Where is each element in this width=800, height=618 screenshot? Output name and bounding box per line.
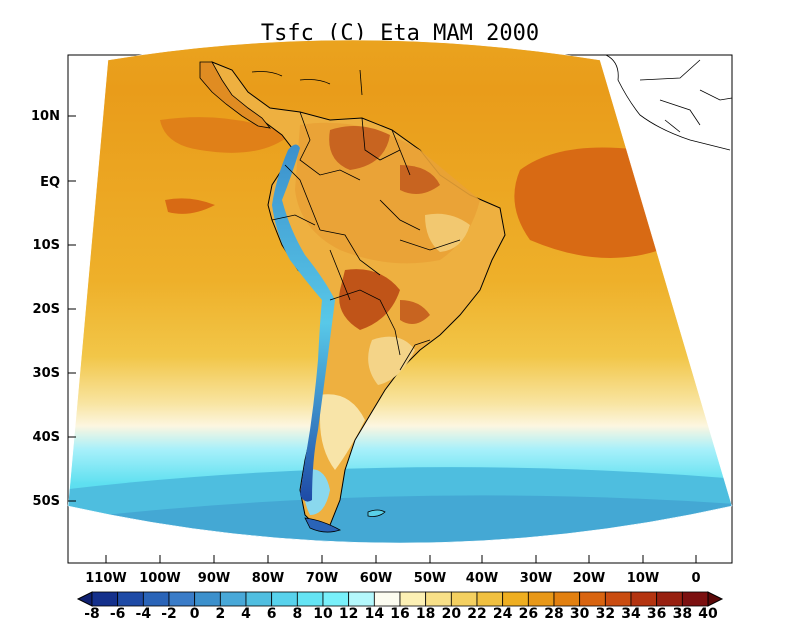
caribbean-islands xyxy=(251,69,363,96)
colorbar-label: 6 xyxy=(267,606,277,618)
colorbar-label: 36 xyxy=(647,606,666,618)
lon-label-30w: 30W xyxy=(520,571,552,586)
colorbar-swatch xyxy=(425,591,452,607)
colorbar-label: 8 xyxy=(292,606,302,618)
colorbar: -8 -6 -4 -2 0 2 4 6 8 10 12 14 16 18 20 22 24 26 28 30 32 34 3… xyxy=(76,591,724,618)
lon-label-110w: 110W xyxy=(85,571,126,586)
lat-label-40s: 40S xyxy=(33,430,60,445)
lon-label-50w: 50W xyxy=(414,571,446,586)
colorbar-swatch xyxy=(245,591,273,607)
model-domain-outline xyxy=(67,39,733,544)
lat-label-50s: 50S xyxy=(33,494,60,509)
lat-label-20s: 20S xyxy=(33,302,60,317)
colorbar-arrow-low xyxy=(76,591,93,607)
colorbar-swatch xyxy=(168,591,196,607)
colorbar-swatch xyxy=(681,591,709,607)
lat-label-30s: 30S xyxy=(33,366,60,381)
south-america-landmass xyxy=(199,61,506,533)
colorbar-swatch xyxy=(553,591,581,607)
colorbar-swatch xyxy=(656,591,683,607)
lon-label-10w: 10W xyxy=(627,571,659,586)
colorbar-label: 4 xyxy=(241,606,251,618)
colorbar-label: 34 xyxy=(621,606,641,618)
andes-cold-strip xyxy=(272,144,335,502)
colorbar-swatch xyxy=(194,591,221,607)
colorbar-swatch xyxy=(579,591,606,607)
colorbar-label: -4 xyxy=(136,606,152,618)
longitude-axis: 110W 100W 90W 80W 70W 60W 50W 40W 30W 20… xyxy=(85,555,701,586)
lat-label-10s: 10S xyxy=(33,238,60,253)
africa-coastline xyxy=(605,54,733,151)
colorbar-swatch xyxy=(630,591,658,607)
lon-label-20w: 20W xyxy=(573,571,605,586)
colorbar-label: 2 xyxy=(215,606,225,618)
lat-label-10n: 10N xyxy=(31,109,60,124)
colorbar-label: 10 xyxy=(313,606,333,618)
colorbar-swatch xyxy=(91,591,119,607)
colorbar-swatch xyxy=(373,591,401,607)
lon-label-0: 0 xyxy=(691,571,700,586)
colorbar-label: 38 xyxy=(673,606,692,618)
colorbar-swatch xyxy=(322,591,350,607)
latitude-axis: 10N EQ 10S 20S 30S 40S 50S xyxy=(31,109,76,509)
lon-label-100w: 100W xyxy=(139,571,180,586)
colorbar-swatch xyxy=(219,591,247,607)
lat-label-eq: EQ xyxy=(40,175,60,190)
colorbar-label: 12 xyxy=(339,606,358,618)
lon-label-60w: 60W xyxy=(360,571,392,586)
warm-atlantic-region xyxy=(514,147,660,258)
lon-label-40w: 40W xyxy=(466,571,498,586)
colorbar-swatch xyxy=(502,591,529,607)
lon-label-80w: 80W xyxy=(252,571,284,586)
colorbar-swatch xyxy=(296,591,324,607)
falkland-islands xyxy=(367,509,386,517)
colorbar-swatch xyxy=(348,591,375,607)
colorbar-label: -2 xyxy=(161,606,177,618)
colorbar-swatch xyxy=(117,591,144,607)
colorbar-label: 14 xyxy=(365,606,385,618)
colorbar-label: 16 xyxy=(390,606,409,618)
colorbar-swatch xyxy=(142,591,170,607)
colorbar-label: -6 xyxy=(110,606,126,618)
colorbar-label: 26 xyxy=(519,606,538,618)
colorbar-label: 24 xyxy=(493,606,513,618)
colorbar-label: 20 xyxy=(442,606,462,618)
colorbar-label: -8 xyxy=(84,606,100,618)
colorbar-label: 30 xyxy=(570,606,590,618)
colorbar-label: 18 xyxy=(416,606,435,618)
colorbar-label: 40 xyxy=(698,606,718,618)
colorbar-swatch xyxy=(450,591,478,607)
colorbar-swatch xyxy=(476,591,504,607)
colorbar-swatch xyxy=(604,591,632,607)
colorbar-swatch xyxy=(527,591,555,607)
colorbar-label: 22 xyxy=(467,606,486,618)
lon-label-90w: 90W xyxy=(198,571,230,586)
colorbar-label: 32 xyxy=(596,606,615,618)
lon-label-70w: 70W xyxy=(306,571,338,586)
colorbar-label: 0 xyxy=(190,606,200,618)
colorbar-swatch xyxy=(399,591,427,607)
colorbar-swatch xyxy=(271,591,298,607)
colorbar-arrow-high xyxy=(707,591,724,607)
colorbar-label: 28 xyxy=(544,606,563,618)
